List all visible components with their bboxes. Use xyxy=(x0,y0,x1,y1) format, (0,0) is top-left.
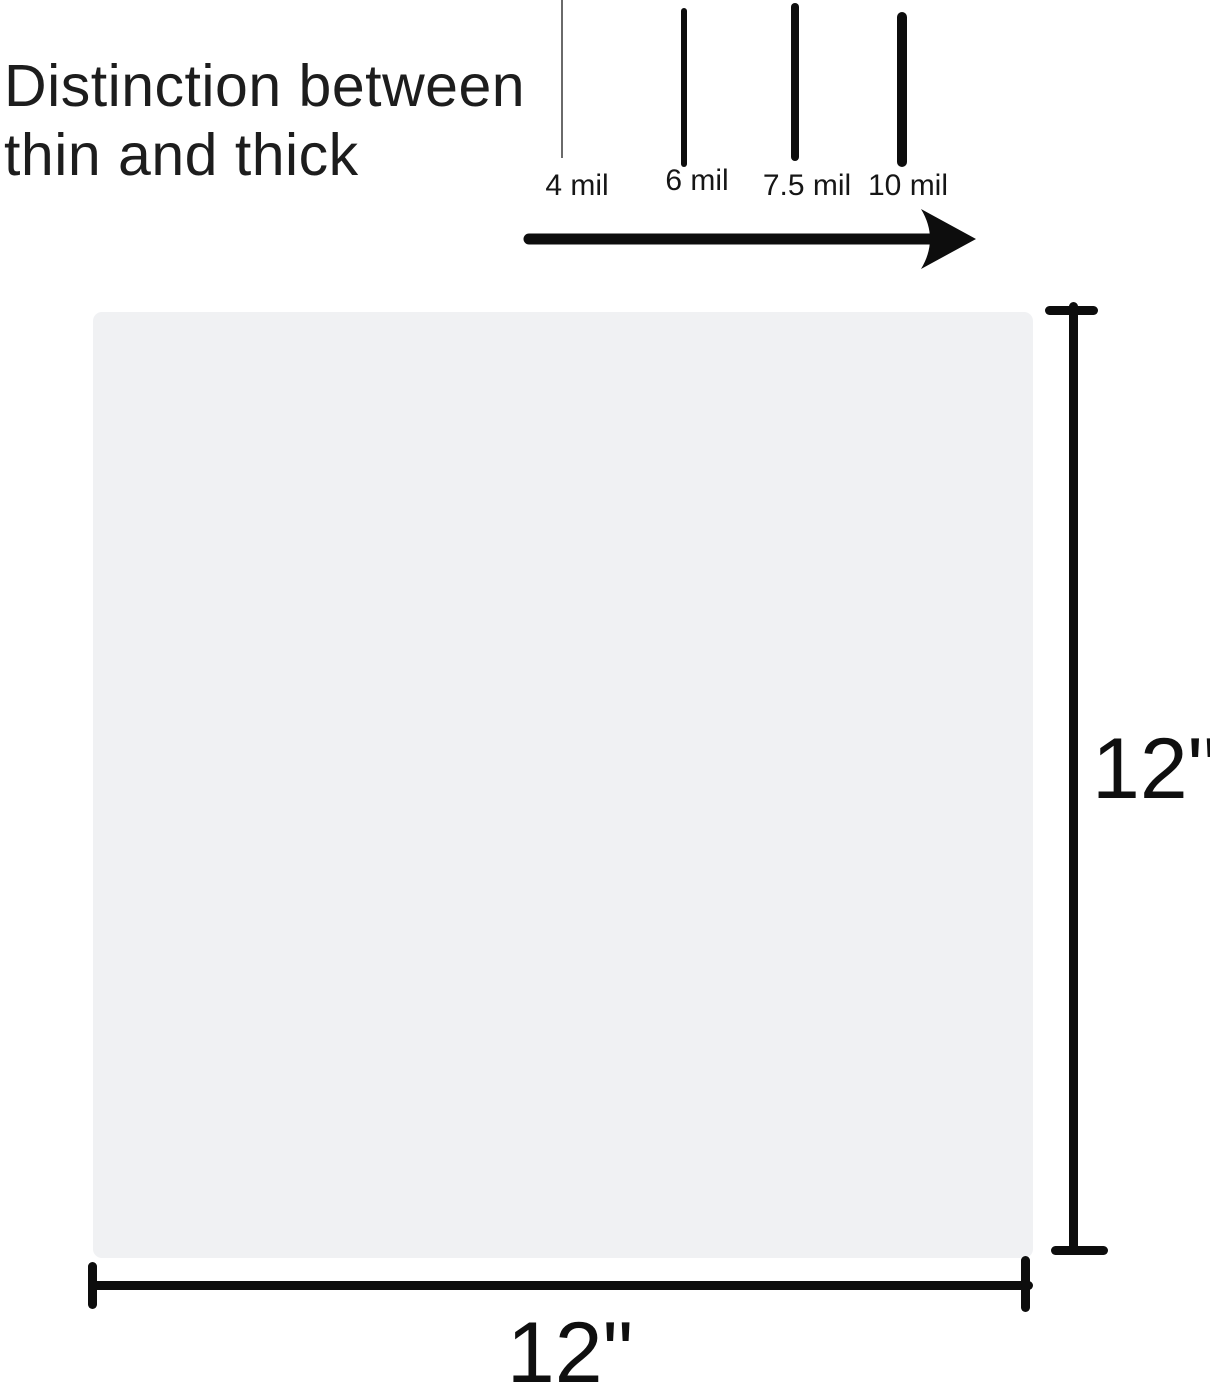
thickness-label-10mil: 10 mil xyxy=(867,169,949,202)
thickness-line-6mil xyxy=(681,8,687,167)
thickness-label-7-5mil: 7.5 mil xyxy=(762,169,852,202)
thickness-label-4mil: 4 mil xyxy=(545,169,609,202)
height-dimension-label: 12" xyxy=(1092,721,1210,817)
height-dimension-line xyxy=(1069,302,1078,1254)
thickness-label-6mil: 6 mil xyxy=(665,164,729,197)
right-arrow-icon xyxy=(523,209,976,269)
thickness-line-10mil xyxy=(897,12,907,167)
diagram-title: Distinction between thin and thick xyxy=(4,52,525,190)
width-dimension-left-tick xyxy=(88,1262,97,1309)
thickness-line-7-5mil xyxy=(791,3,799,161)
diagram-title-line2: thin and thick xyxy=(4,122,359,188)
sheet-preview xyxy=(93,312,1033,1258)
width-dimension-line xyxy=(92,1281,1033,1290)
height-dimension-top-tick xyxy=(1045,306,1098,315)
thickness-line-4mil xyxy=(561,0,563,158)
diagram-title-line1: Distinction between xyxy=(4,53,526,119)
height-dimension-bottom-tick xyxy=(1051,1246,1108,1255)
width-dimension-right-tick xyxy=(1021,1256,1030,1312)
width-dimension-label: 12" xyxy=(506,1305,634,1388)
